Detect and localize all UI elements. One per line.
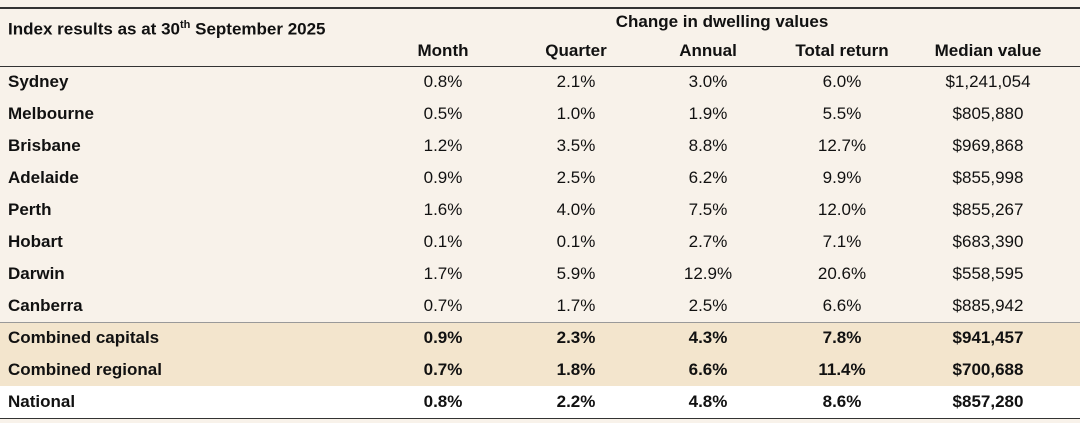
row-label: Adelaide [8, 168, 79, 187]
cell-value: 0.1% [556, 232, 596, 251]
cell-value: 0.8% [423, 392, 463, 411]
summary-band [0, 322, 1080, 386]
row-label: National [8, 392, 76, 411]
cell-value: 1.2% [423, 136, 463, 155]
row-label: Hobart [8, 232, 63, 251]
cell-value: 1.7% [423, 264, 463, 283]
cell-value: 2.1% [556, 72, 596, 91]
column-header: Quarter [545, 41, 607, 60]
cell-value: $805,880 [952, 104, 1024, 123]
cell-value: 9.9% [822, 168, 862, 187]
cell-value: 4.8% [688, 392, 728, 411]
group-header: Change in dwelling values [615, 12, 829, 31]
cell-value: 1.7% [556, 296, 596, 315]
row-label: Darwin [8, 264, 65, 283]
cell-value: $855,998 [952, 168, 1024, 187]
cell-value: 5.9% [556, 264, 596, 283]
cell-value: 1.9% [688, 104, 728, 123]
bottom-rule [0, 418, 1080, 419]
column-header: Annual [679, 41, 737, 60]
table-title: Index results as at 30th September 2025 [8, 14, 326, 41]
cell-value: 0.7% [423, 360, 463, 379]
cell-value: 1.6% [423, 200, 463, 219]
title-text: Index results as at 30 [8, 19, 180, 39]
cell-value: $857,280 [952, 392, 1024, 411]
title-sup: th [179, 19, 191, 31]
cell-value: 8.8% [688, 136, 728, 155]
cell-value: 0.9% [423, 168, 463, 187]
row-label: Perth [8, 200, 52, 219]
cell-value: 4.0% [556, 200, 596, 219]
cell-value: 7.1% [822, 232, 862, 251]
cell-value: 6.2% [688, 168, 728, 187]
cell-value: 6.0% [822, 72, 862, 91]
cell-value: 0.1% [423, 232, 463, 251]
cell-value: $1,241,054 [945, 72, 1031, 91]
cell-value: $941,457 [952, 328, 1024, 347]
cell-value: 5.5% [822, 104, 862, 123]
cell-value: $683,390 [952, 232, 1024, 251]
cell-value: 0.9% [423, 328, 463, 347]
title-text: September 2025 [195, 19, 326, 39]
cell-value: 2.3% [556, 328, 596, 347]
cell-value: 1.0% [556, 104, 596, 123]
row-label: Combined regional [8, 360, 162, 379]
row-label: Canberra [8, 296, 83, 315]
cell-value: $885,942 [952, 296, 1024, 315]
top-rule [0, 7, 1080, 9]
column-header: Month [417, 41, 469, 60]
summary-rule [0, 322, 1080, 323]
row-label: Melbourne [8, 104, 94, 123]
cell-value: 4.3% [688, 328, 728, 347]
cell-value: 0.8% [423, 72, 463, 91]
cell-value: $855,267 [952, 200, 1024, 219]
header-rule [0, 66, 1080, 67]
cell-value: 11.4% [818, 360, 866, 379]
cell-value: 2.5% [688, 296, 728, 315]
row-label: Brisbane [8, 136, 81, 155]
cell-value: 3.5% [556, 136, 596, 155]
cell-value: 6.6% [688, 360, 728, 379]
column-header: Total return [795, 41, 889, 60]
cell-value: 2.5% [556, 168, 596, 187]
cell-value: 0.7% [423, 296, 463, 315]
cell-value: 7.8% [822, 328, 862, 347]
cell-value: 6.6% [822, 296, 862, 315]
cell-value: $969,868 [952, 136, 1024, 155]
row-label: Sydney [8, 72, 69, 91]
cell-value: 2.7% [688, 232, 728, 251]
cell-value: 20.6% [817, 264, 867, 283]
cell-value: 7.5% [688, 200, 728, 219]
cell-value: 8.6% [822, 392, 862, 411]
cell-value: $558,595 [952, 264, 1024, 283]
cell-value: 12.0% [817, 200, 867, 219]
cell-value: 12.9% [683, 264, 733, 283]
cell-value: $700,688 [952, 360, 1024, 379]
cell-value: 12.7% [817, 136, 867, 155]
column-header: Median value [934, 41, 1042, 60]
cell-value: 1.8% [556, 360, 596, 379]
national-band [0, 386, 1080, 418]
cell-value: 3.0% [688, 72, 728, 91]
cell-value: 2.2% [556, 392, 596, 411]
cell-value: 0.5% [423, 104, 463, 123]
row-label: Combined capitals [8, 328, 160, 347]
